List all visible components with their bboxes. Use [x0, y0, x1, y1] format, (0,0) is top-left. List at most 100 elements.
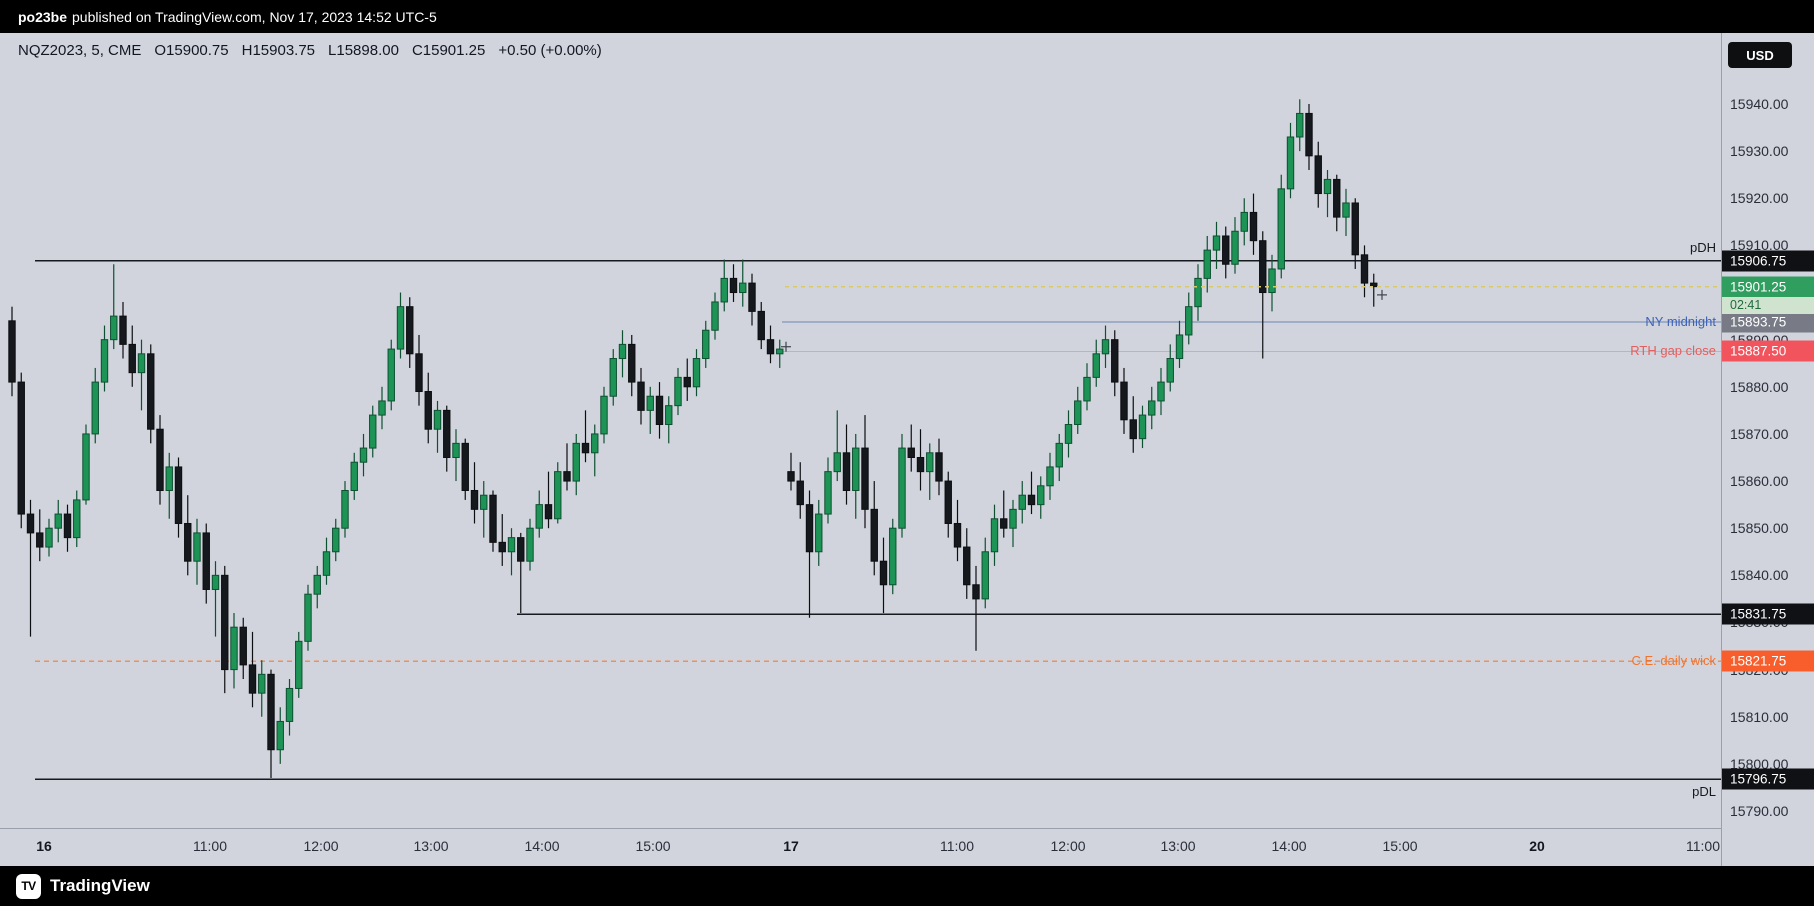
time-label-date: 16 — [36, 838, 52, 854]
candle-body — [452, 442, 460, 458]
candle-body — [544, 504, 553, 520]
candle-body — [628, 343, 636, 383]
candle-body — [1175, 334, 1184, 360]
candle-body — [805, 504, 814, 553]
candle-body — [36, 532, 44, 548]
candle-body — [507, 537, 516, 553]
candle-body — [1305, 112, 1313, 157]
candle-body — [1286, 136, 1295, 190]
candle-body — [285, 687, 294, 722]
price-tick: 15840.00 — [1730, 567, 1789, 584]
candle-body — [926, 452, 934, 473]
candle-body — [618, 343, 627, 360]
candle-body — [526, 527, 534, 562]
candle-body — [981, 551, 989, 600]
candle-body — [119, 315, 127, 345]
candle-body — [1000, 518, 1008, 529]
candle-body — [572, 442, 580, 482]
time-axis[interactable]: 16 11:00 12:00 13:00 14:00 15:00 17 11:00 12:00 1… — [0, 829, 1721, 866]
candle-body — [128, 343, 136, 374]
candle-body — [535, 504, 543, 529]
candle-body — [350, 461, 358, 491]
footer-bar: TV TradingView — [0, 866, 1814, 906]
candle-body — [267, 673, 275, 751]
candle-body — [1249, 211, 1258, 242]
candle-body — [221, 574, 229, 671]
candle-body — [739, 282, 747, 294]
candle-body — [776, 348, 784, 355]
time-label: 13:00 — [413, 838, 449, 854]
time-axis-separator — [0, 828, 1721, 829]
candle-body — [378, 400, 386, 416]
candlestick-plot[interactable] — [0, 33, 1721, 828]
price-tick: 15870.00 — [1730, 425, 1789, 442]
time-label: 15:00 — [1382, 838, 1418, 854]
price-tick: 15910.00 — [1730, 237, 1789, 254]
candle-body — [935, 452, 943, 482]
candle-body — [1240, 211, 1248, 232]
candle-body — [480, 494, 488, 510]
candle-body — [8, 320, 16, 383]
tradingview-logo-icon[interactable]: TV — [16, 873, 41, 899]
publisher-username: po23be — [18, 8, 68, 25]
time-label-date: 17 — [783, 838, 799, 854]
candle-body — [248, 664, 257, 694]
candle-body — [581, 442, 590, 454]
candle-body — [1222, 235, 1230, 265]
candle-body — [443, 409, 451, 459]
ohlc-high: H15903.75 — [241, 42, 316, 59]
candle-body — [1296, 112, 1304, 138]
candle-body — [230, 626, 238, 671]
candle-body — [1009, 508, 1017, 529]
candle-body — [1055, 442, 1063, 468]
price-tick: 15800.00 — [1730, 755, 1789, 772]
ohlc-low: L15898.00 — [328, 42, 399, 59]
candle-body — [498, 541, 506, 553]
candle-body — [963, 546, 971, 586]
time-label: 11:00 — [193, 838, 227, 854]
candle-body — [1138, 414, 1147, 440]
candle-body — [26, 513, 35, 534]
candle-body — [63, 513, 72, 539]
currency-button[interactable]: USD — [1728, 42, 1792, 68]
candle-body — [156, 428, 164, 491]
candle-body — [1342, 202, 1350, 218]
candle-body — [683, 376, 691, 388]
time-label: 14:00 — [524, 838, 560, 854]
candle-body — [433, 409, 442, 430]
candle-body — [1101, 339, 1110, 355]
price-axis-separator — [1721, 33, 1722, 866]
price-axis[interactable]: 15940.0015930.0015920.0015910.0015900.00… — [1722, 33, 1814, 866]
candle-body — [815, 513, 823, 553]
chart-header: NQZ2023, 5, CME O15900.75 H15903.75 L158… — [18, 42, 602, 59]
candle-body — [165, 466, 173, 491]
candle-body — [1027, 494, 1036, 506]
tradingview-brand[interactable]: TradingView — [50, 876, 150, 895]
candle-body — [609, 358, 617, 397]
candle-body — [387, 348, 395, 402]
candle-body — [91, 381, 99, 435]
candle-body — [193, 532, 201, 562]
price-tick: 15790.00 — [1730, 803, 1789, 819]
time-label: 12:00 — [303, 838, 339, 854]
candle-body — [766, 339, 775, 355]
candle-body — [692, 358, 701, 388]
candle-body — [461, 442, 469, 491]
candle-body — [1046, 466, 1054, 487]
time-label: 11:00 — [940, 838, 974, 854]
candle-body — [517, 537, 525, 562]
symbol-title[interactable]: NQZ2023, 5, CME — [18, 42, 142, 59]
time-label: 12:00 — [1050, 838, 1086, 854]
candle-body — [1277, 188, 1285, 270]
candle-body — [748, 282, 756, 312]
candle-body — [787, 471, 795, 482]
price-tick: 15850.00 — [1730, 520, 1789, 537]
candle-body — [591, 433, 599, 454]
candle-body — [720, 277, 728, 303]
price-tag-session-low: 15831.75 — [1722, 603, 1814, 625]
candle-body — [1323, 178, 1332, 195]
candle-body — [1148, 400, 1156, 416]
candle-body — [1037, 485, 1045, 506]
candle-body — [757, 310, 765, 341]
candle-body — [796, 480, 804, 506]
